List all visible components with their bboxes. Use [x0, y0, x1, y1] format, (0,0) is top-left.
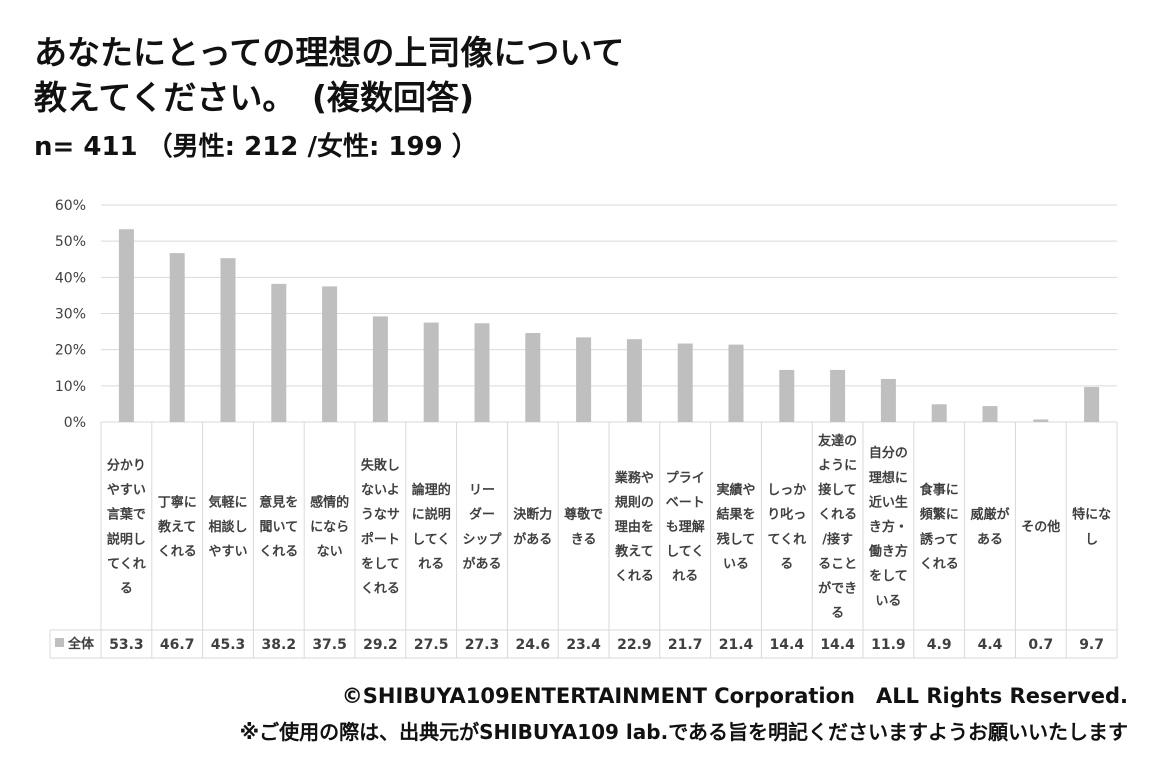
bar	[626, 339, 642, 422]
bar	[220, 258, 236, 422]
value-label: 27.3	[465, 637, 500, 653]
value-label: 38.2	[262, 637, 297, 653]
value-label: 23.4	[566, 637, 601, 653]
category-label: 論理的に説明してくれる	[412, 482, 451, 572]
chart-title: あなたにとっての理想の上司像について 教えてください。 (複数回答)	[34, 30, 1034, 120]
bar	[525, 333, 541, 422]
y-tick-label: 20%	[55, 343, 86, 359]
value-label: 53.3	[109, 637, 144, 653]
value-label: 11.9	[871, 637, 906, 653]
bar	[118, 229, 134, 422]
category-label: リーダーシップがある	[462, 483, 502, 572]
legend-label: 全体	[67, 636, 95, 652]
bar	[1033, 419, 1049, 422]
category-label: 特になし	[1072, 507, 1111, 548]
category-label: 業務や規則の理由を教えてくれる	[614, 470, 654, 584]
value-label: 14.4	[770, 637, 805, 653]
category-label: 実績や結果を残している	[716, 482, 755, 572]
bar	[779, 369, 795, 422]
value-label: 45.3	[211, 637, 246, 653]
category-label: 気軽に相談しやすい	[208, 494, 247, 559]
category-label: 友達のように接してくれる/接することができる	[818, 433, 857, 621]
category-label: その他	[1021, 519, 1060, 535]
category-label: 分かりやすい言葉で説明してくれる	[107, 458, 146, 597]
value-label: 24.6	[516, 637, 551, 653]
value-label: 4.4	[978, 637, 1003, 653]
y-tick-label: 50%	[55, 234, 86, 250]
y-tick-label: 60%	[55, 198, 86, 214]
value-label: 29.2	[363, 637, 398, 653]
y-tick-label: 40%	[55, 270, 86, 286]
y-tick-label: 0%	[64, 415, 86, 431]
value-label: 22.9	[617, 637, 652, 653]
value-label: 21.7	[668, 637, 703, 653]
value-label: 0.7	[1028, 637, 1053, 653]
title-line-1: あなたにとっての理想の上司像について	[34, 33, 625, 72]
value-label: 4.9	[927, 637, 952, 653]
category-label: しっかり叱ってくれる	[767, 483, 806, 572]
bar	[931, 404, 947, 422]
category-label: 食事に頻繁に誘ってくれる	[920, 482, 959, 572]
bar	[169, 253, 185, 422]
bar	[1084, 386, 1100, 422]
bar	[576, 337, 592, 422]
usage-note: ※ご使用の際は、出典元がSHIBUYA109 lab.である旨を明記くださいます…	[239, 720, 1128, 744]
copyright-text: ©SHIBUYA109ENTERTAINMENT Corporation ALL…	[341, 684, 1128, 708]
category-label: 威厳がある	[970, 507, 1009, 548]
legend-swatch	[55, 638, 64, 647]
bar	[372, 316, 388, 422]
category-label: 感情的にならない	[310, 494, 349, 559]
bar	[271, 283, 287, 422]
title-line-2: 教えてください。 (複数回答)	[34, 78, 475, 117]
bar	[677, 343, 693, 422]
value-label: 46.7	[160, 637, 195, 653]
value-label: 27.5	[414, 637, 449, 653]
bar-chart: 0% 10% 20% 30% 40% 50% 60% 全体 分かりやすい言葉で説明してくれる 53…	[49, 198, 1118, 659]
category-label: 決断力がある	[513, 507, 552, 548]
sample-size: n= 411 （男性: 212 /女性: 199 ）	[34, 132, 478, 162]
y-tick-label: 30%	[55, 307, 86, 323]
bar	[982, 406, 998, 422]
category-label: 丁寧に教えてくれる	[157, 494, 197, 559]
value-label: 21.4	[719, 637, 754, 653]
category-label: 尊敬できる	[564, 507, 603, 548]
bar	[880, 378, 896, 422]
bar	[728, 344, 744, 422]
y-tick-label: 10%	[55, 379, 86, 395]
bar	[830, 369, 846, 422]
bar	[322, 286, 338, 422]
bar	[423, 322, 439, 422]
category-label: プライベートも理解してくれる	[666, 471, 705, 584]
category-label: 自分の理想に近い生き方・働き方をしている	[868, 445, 908, 609]
category-label: 意見を聞いてくれる	[259, 494, 298, 559]
value-label: 14.4	[820, 637, 855, 653]
value-label: 37.5	[312, 637, 347, 653]
bar	[474, 323, 490, 422]
value-label: 9.7	[1079, 637, 1104, 653]
category-label: 失敗しないようなサポートをしてくれる	[361, 458, 400, 597]
